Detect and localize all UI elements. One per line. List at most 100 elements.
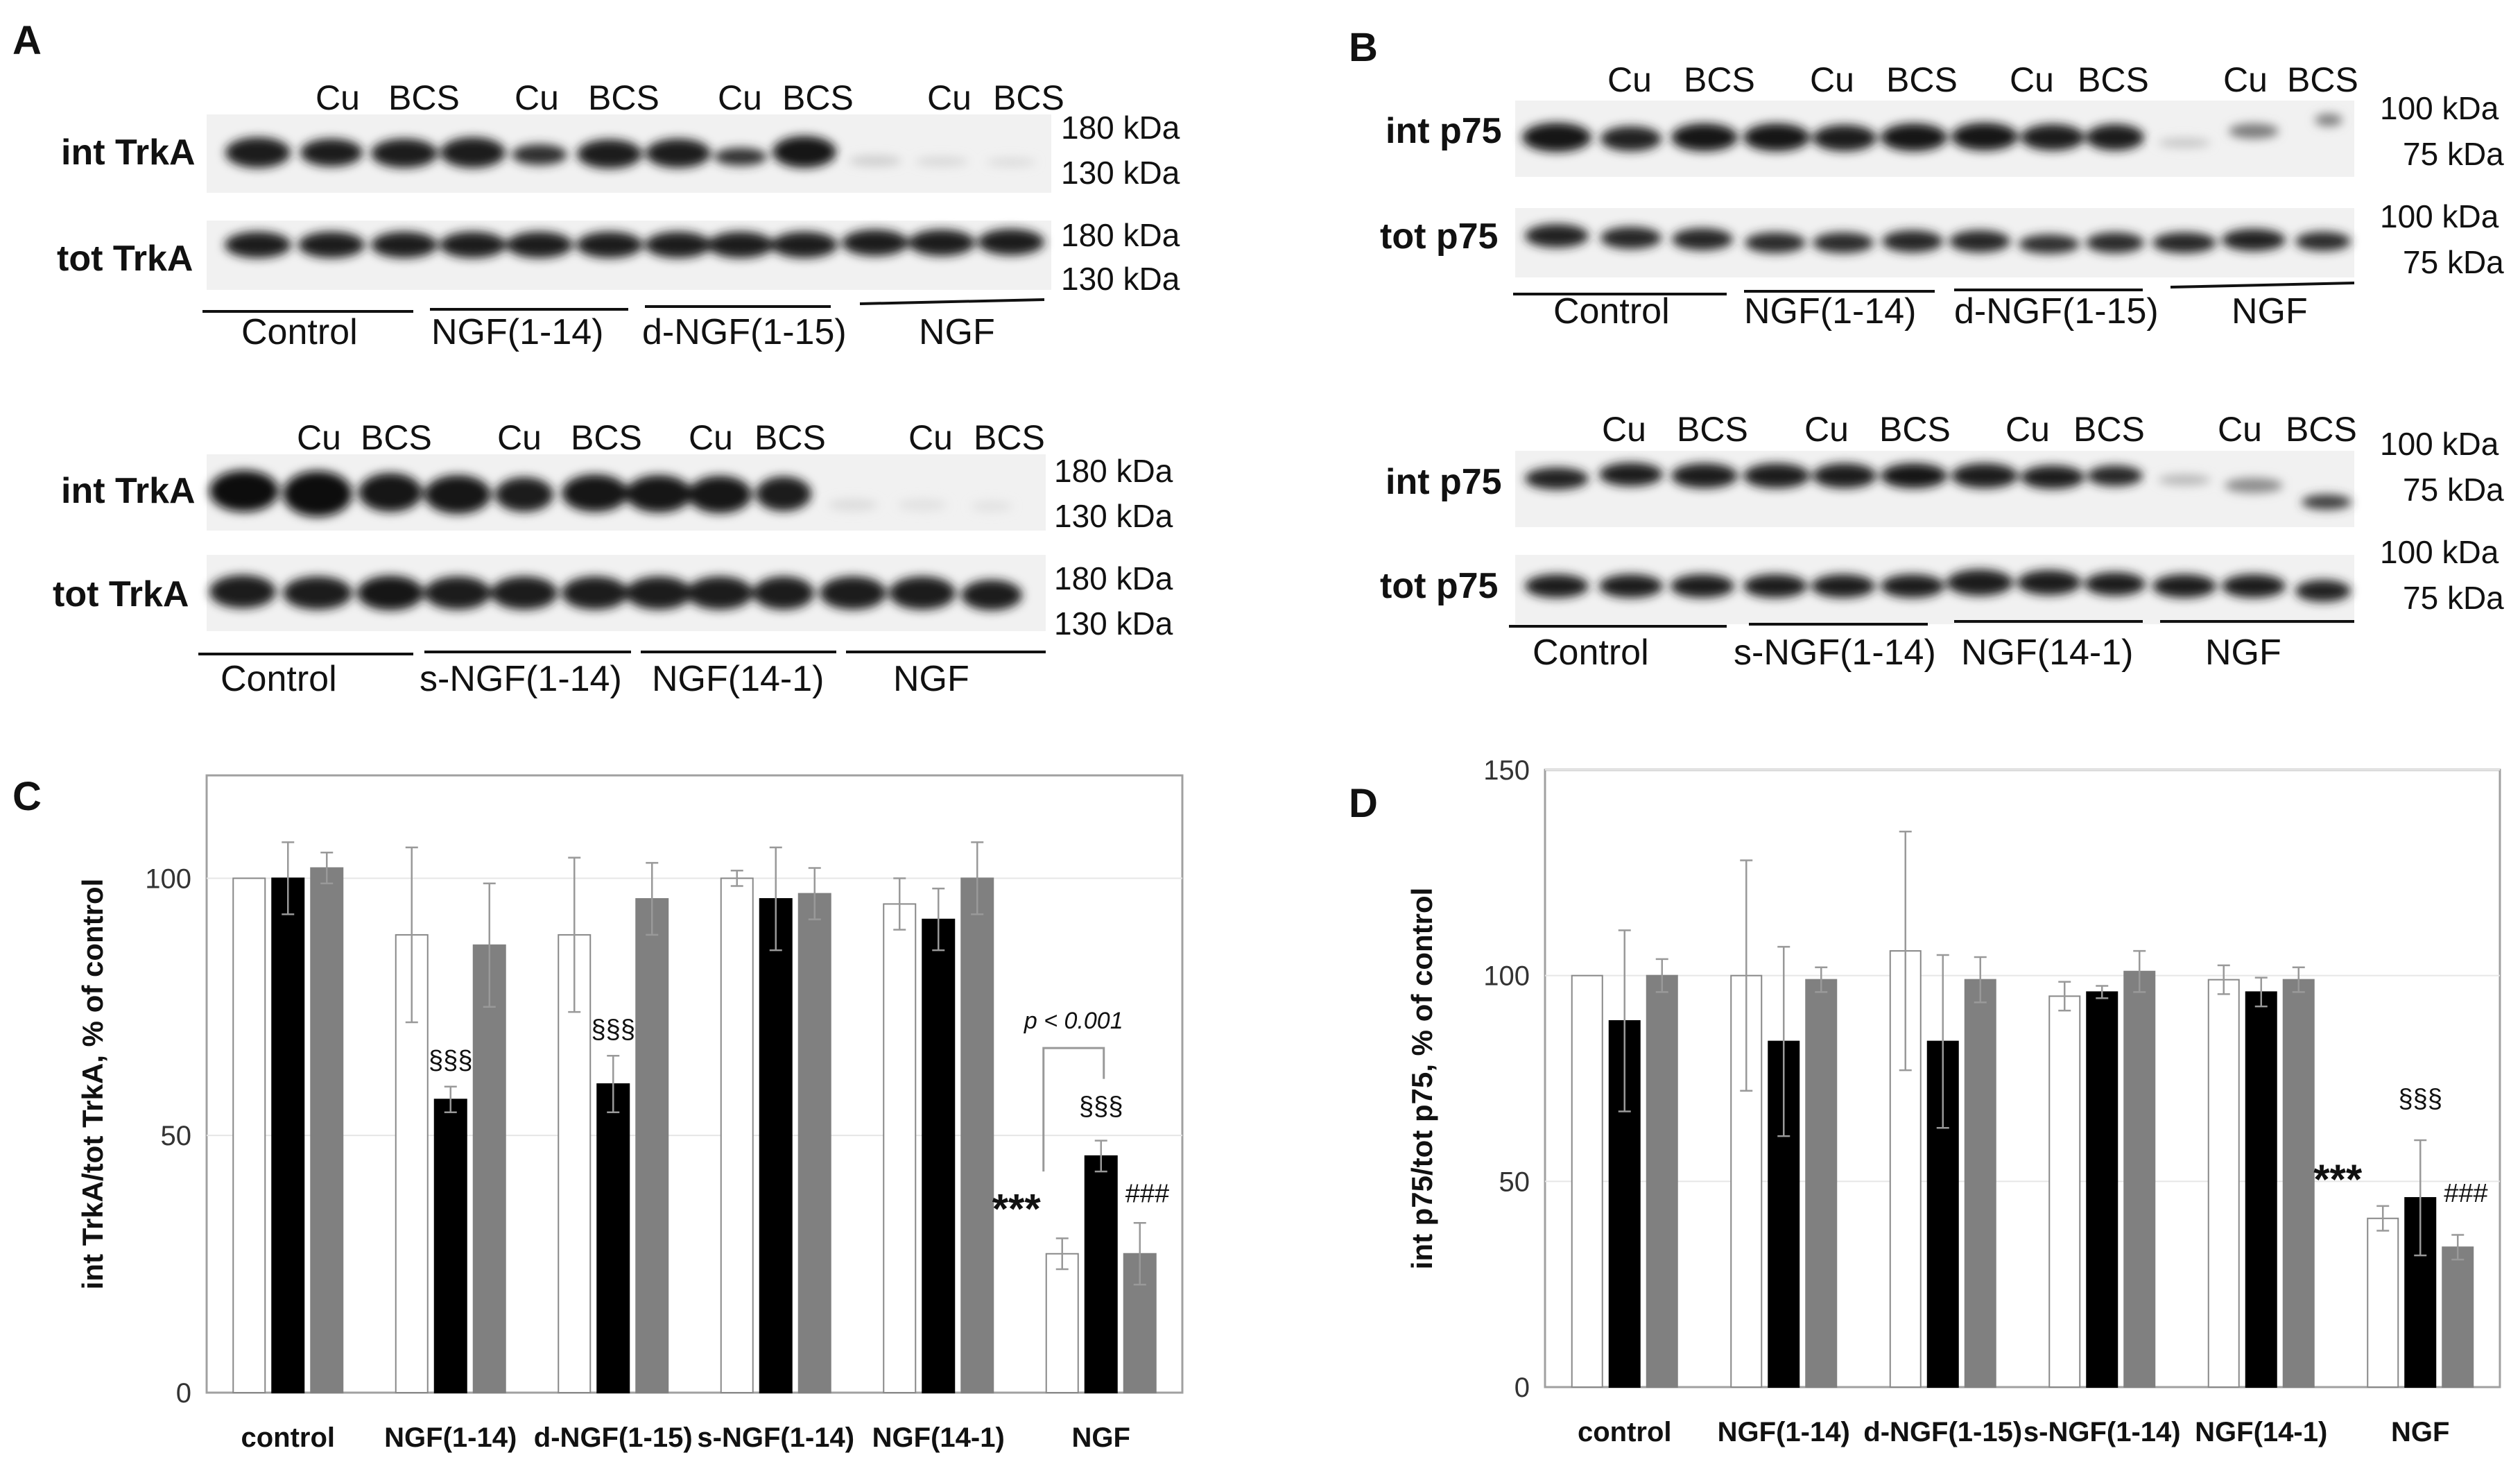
group-underlines-a-bottom — [198, 651, 1046, 655]
lane-header-bcs: BCS — [571, 418, 642, 457]
int-trka-label: int TrkA — [61, 471, 196, 511]
tot-trka-bands — [225, 229, 1044, 258]
group-label-ngf-1-14: NGF(1-14) — [1744, 291, 1916, 332]
blot-a-bottom: Cu BCS Cu BCS Cu BCS Cu BCS int TrkA tot… — [53, 418, 1173, 699]
lane-header-cu: Cu — [718, 78, 762, 117]
kda-100: 100 kDa — [2380, 534, 2499, 570]
x-tick-label: NGF(1-14) — [384, 1422, 517, 1453]
int-p75-bands — [1522, 114, 2342, 152]
group-label-control: Control — [1533, 633, 1649, 673]
x-tick-label: s-NGF(1-14) — [2023, 1417, 2181, 1447]
y-tick-label: 0 — [176, 1378, 191, 1409]
lane-header-cu: Cu — [1810, 60, 1854, 99]
int-trka-label: int TrkA — [61, 132, 196, 173]
lane-header-bcs: BCS — [1879, 410, 1951, 449]
blot-b-top: Cu BCS Cu BCS Cu BCS Cu BCS int p75 tot … — [1380, 60, 2504, 332]
lane-header-bcs: BCS — [2287, 60, 2358, 99]
lane-header-bcs: BCS — [782, 78, 854, 117]
significance-marker: *** — [2313, 1156, 2363, 1203]
bar-cu — [596, 1083, 630, 1393]
y-tick-label: 0 — [1514, 1373, 1530, 1403]
bar-bcs — [1805, 979, 1838, 1388]
chart-c: 0 50 100 int TrkA/tot TrkA, % of control con… — [76, 774, 1184, 1453]
plot-area — [205, 774, 1184, 1394]
lane-header-bcs: BCS — [2286, 410, 2357, 449]
bar-cu — [271, 877, 305, 1394]
kda-130: 130 kDa — [1061, 155, 1180, 191]
x-tick-label: d-NGF(1-15) — [1863, 1417, 2022, 1447]
panel-letter-c: C — [12, 774, 42, 819]
y-tick-label: 50 — [1499, 1167, 1530, 1197]
lane-header-bcs: BCS — [1677, 410, 1748, 449]
int-p75-membrane — [1515, 451, 2354, 527]
kda-75: 75 kDa — [2403, 580, 2504, 616]
blot-b-bottom: Cu BCS Cu BCS Cu BCS Cu BCS int p75 tot … — [1380, 410, 2504, 673]
bar-bcs — [635, 898, 669, 1393]
kda-130: 130 kDa — [1054, 605, 1173, 642]
tot-trka-bands — [209, 575, 1022, 610]
bar-bcs — [797, 893, 831, 1394]
tot-p75-bands — [1525, 224, 2351, 254]
tot-p75-label: tot p75 — [1380, 216, 1498, 257]
group-label-ngf: NGF — [893, 659, 969, 699]
group-label-control: Control — [221, 659, 337, 699]
significance-marker: §§§ — [1079, 1092, 1123, 1121]
kda-130: 130 kDa — [1054, 498, 1173, 534]
bar-bcs — [1964, 979, 1996, 1388]
lane-header-bcs: BCS — [2078, 60, 2149, 99]
lane-header-cu: Cu — [908, 418, 953, 457]
int-trka-bands — [209, 470, 1012, 517]
lane-header-cu: Cu — [316, 78, 360, 117]
kda-100: 100 kDa — [2380, 90, 2499, 126]
lane-header-cu: Cu — [1804, 410, 1849, 449]
lane-header-bcs: BCS — [388, 78, 460, 117]
x-tick-label: NGF — [2391, 1417, 2449, 1447]
lane-header-bcs: BCS — [993, 78, 1064, 117]
lane-headers-a-top: Cu BCS Cu BCS Cu BCS Cu BCS — [316, 78, 1064, 117]
significance-bracket — [1042, 1047, 1105, 1172]
kda-180: 180 kDa — [1054, 560, 1173, 596]
panel-letter-d: D — [1349, 781, 1378, 826]
lane-header-cu: Cu — [1607, 60, 1652, 99]
bar-cu — [922, 918, 956, 1393]
lane-header-cu: Cu — [2223, 60, 2268, 99]
int-p75-bands — [1525, 463, 2351, 510]
kda-130: 130 kDa — [1061, 261, 1180, 297]
bar-untreated — [1045, 1253, 1079, 1393]
bar-untreated — [2048, 995, 2081, 1388]
lane-header-bcs: BCS — [361, 418, 432, 457]
bar-bcs — [310, 867, 344, 1393]
significance-marker: ### — [2444, 1179, 2487, 1208]
tot-trka-label: tot TrkA — [57, 239, 193, 279]
bar-untreated — [2207, 979, 2240, 1388]
lane-header-cu: Cu — [515, 78, 559, 117]
panel-letter-b: B — [1349, 25, 1378, 70]
tot-p75-bands — [1525, 569, 2351, 602]
lane-header-bcs: BCS — [1886, 60, 1958, 99]
bar-untreated — [883, 903, 917, 1393]
lane-header-cu: Cu — [2005, 410, 2050, 449]
x-tick-label: d-NGF(1-15) — [534, 1422, 693, 1453]
x-tick-label: s-NGF(1-14) — [697, 1422, 854, 1453]
group-label-ngf-14-1: NGF(14-1) — [652, 659, 824, 699]
int-trka-bands — [225, 136, 1036, 169]
lane-header-cu: Cu — [1602, 410, 1646, 449]
plot-area — [1544, 768, 2501, 1388]
bar-bcs — [1646, 974, 1678, 1388]
bar-untreated — [720, 877, 754, 1394]
kda-100: 100 kDa — [2380, 426, 2499, 462]
group-label-ngf-14-1: NGF(14-1) — [1961, 633, 2133, 673]
lane-header-cu: Cu — [689, 418, 733, 457]
y-tick-label: 100 — [145, 863, 191, 894]
group-label-control: Control — [241, 312, 358, 352]
x-tick-label: control — [1578, 1417, 1672, 1447]
group-underlines-b-top — [1513, 282, 2355, 295]
bar-untreated — [2367, 1217, 2399, 1388]
bar-untreated — [232, 877, 266, 1394]
y-tick-label: 150 — [1483, 755, 1530, 786]
y-tick-label: 100 — [1483, 961, 1530, 992]
group-label-ngf-1-14: NGF(1-14) — [431, 312, 603, 352]
group-label-s-ngf-1-14: s-NGF(1-14) — [420, 659, 622, 699]
kda-75: 75 kDa — [2403, 244, 2504, 280]
